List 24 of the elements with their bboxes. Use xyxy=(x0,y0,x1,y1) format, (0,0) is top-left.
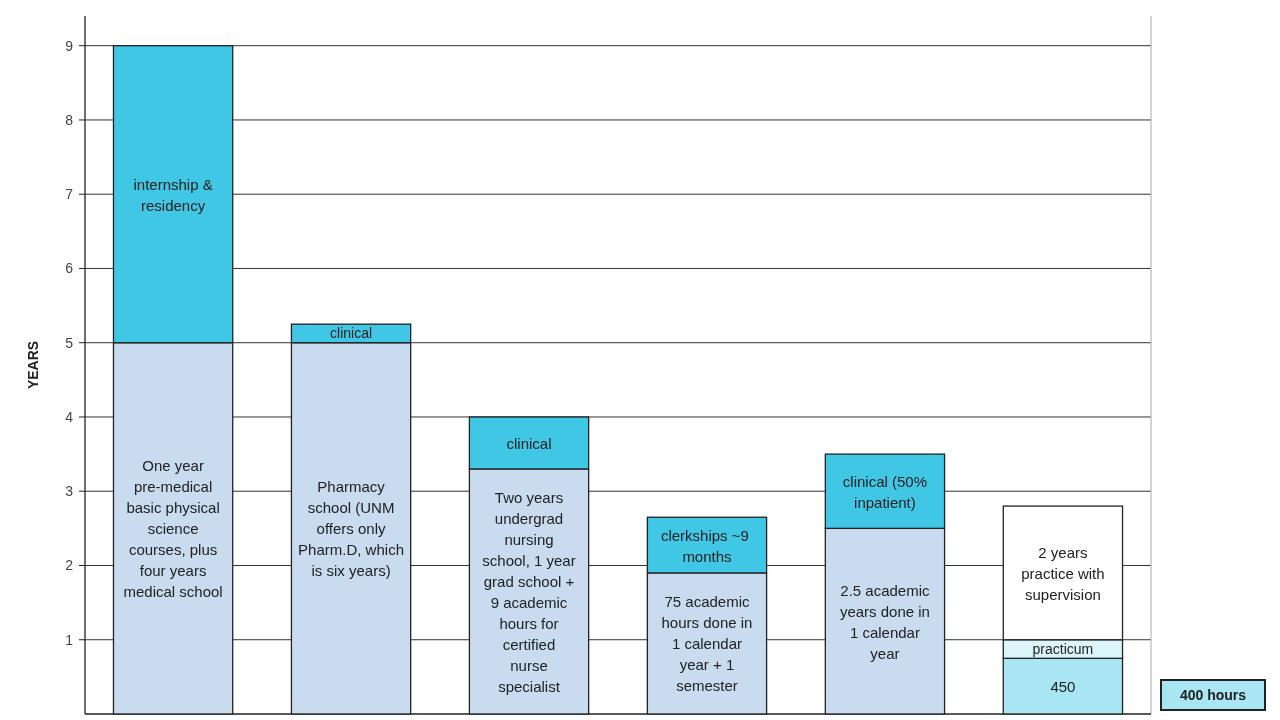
series-label: 75 academic hours done in 1 calendar year + 1 semester xyxy=(661,592,753,694)
y-tick-label: 1 xyxy=(65,631,74,648)
series-label: 450 xyxy=(1050,677,1076,695)
series-label: clinical xyxy=(330,325,373,342)
y-axis-title: YEARS xyxy=(25,340,41,390)
series-label: Pharmacy school (UNM offers only Pharm.D, which is six years) xyxy=(298,477,404,579)
y-tick-label: 6 xyxy=(65,260,74,277)
series-label: 2.5 academic years done in 1 calendar year xyxy=(839,581,931,662)
series-label: One year pre-medical basic physical science courses, plus four years medical school xyxy=(123,456,223,600)
series-label: practicum xyxy=(1032,641,1094,658)
text: Two years undergrad nursing school, 1 year grad school + 9 academic hours for certified nurse specialist xyxy=(482,488,576,695)
y-tick-label: 8 xyxy=(65,111,74,128)
series-label: 2 years practice with supervision xyxy=(1021,543,1105,603)
y-tick-label: 2 xyxy=(65,557,74,574)
y-tick-label: 4 xyxy=(65,408,74,425)
y-tick-label: 7 xyxy=(65,186,74,203)
series-label: internship & residency xyxy=(133,175,213,214)
y-tick-label: 3 xyxy=(65,483,74,500)
series-label: clinical (50% inpatient) xyxy=(842,472,928,511)
series-label: clinical xyxy=(506,434,552,452)
y-tick-label: 9 xyxy=(65,37,74,54)
series-label: clerkships ~9 months xyxy=(660,526,754,565)
text: 400 hours xyxy=(1179,687,1247,703)
y-tick-label: 5 xyxy=(65,334,74,351)
